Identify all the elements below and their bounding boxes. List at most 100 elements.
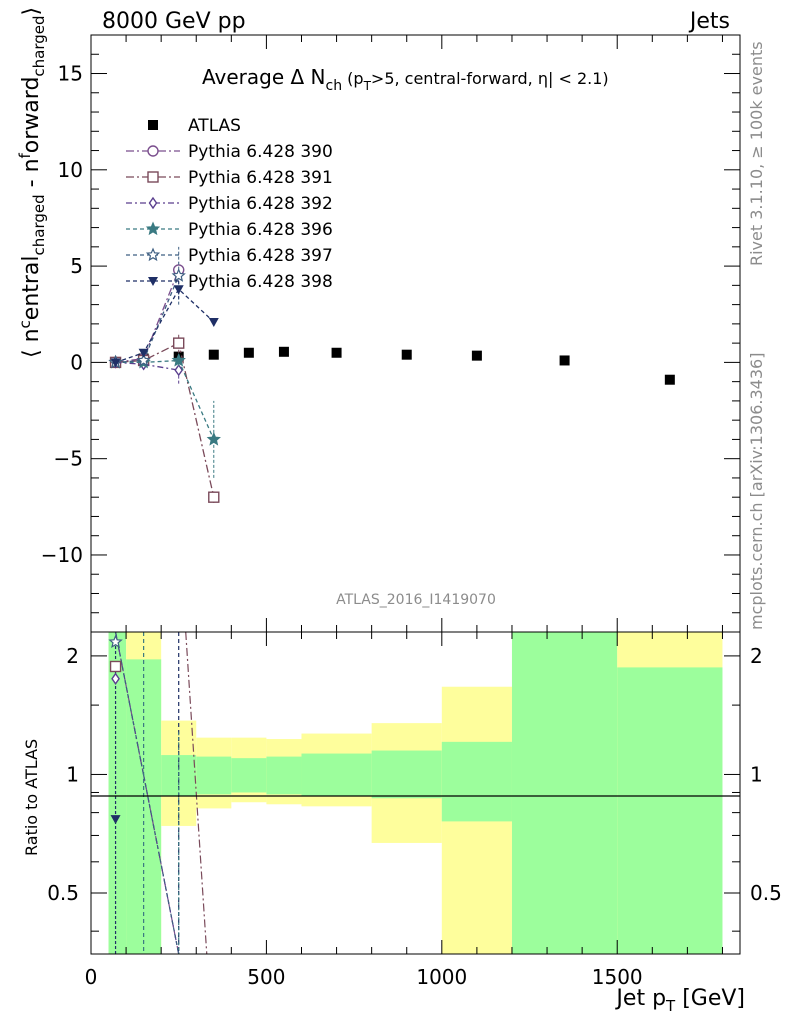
analysis-watermark: ATLAS_2016_I1419070: [336, 592, 496, 608]
main-y-tick-label: −10: [41, 543, 83, 567]
data-point-p391: [208, 491, 220, 503]
ylabel-sub1: charged: [30, 194, 48, 255]
data-point-data: [559, 355, 570, 366]
data-point-data: [278, 346, 289, 357]
data-point-p391: [173, 337, 185, 349]
ratio-line-p391: [185, 631, 208, 955]
main-y-tick-label: 10: [58, 158, 83, 182]
legend-label-p396: Pythia 6.428 396: [188, 220, 333, 240]
data-point-data: [401, 349, 412, 360]
series-line-p398: [115, 288, 215, 364]
ylabel-mid1: entral: [19, 255, 44, 320]
series-line-p390: [115, 269, 180, 364]
ratio-y-tick-label: 2: [66, 644, 79, 668]
xlabel-sub: T: [665, 997, 676, 1015]
ratio-panel: 0 500 1000 1500 0.5 0.5 1 1 2 2: [47, 631, 782, 989]
ratio-y-tick-label-right: 1: [750, 762, 763, 786]
data-point-p397: [136, 352, 151, 367]
x-axis-label: Jet pT [GeV]: [614, 986, 745, 1015]
data-point-data: [208, 349, 219, 360]
ratio-y-axis-label: Ratio to ATLAS: [22, 739, 41, 856]
series-line-p391: [115, 342, 215, 498]
ratio-y-tick-label: 1: [66, 762, 79, 786]
ylabel-open: ⟨ n: [19, 328, 44, 358]
ratio-uncertainty-bands: [108, 632, 723, 954]
data-point-p397: [171, 268, 186, 282]
data-point-p396: [206, 431, 221, 446]
green-band: [617, 667, 723, 954]
x-tick-label: 500: [247, 965, 285, 989]
ylabel-sup2: f: [16, 152, 34, 158]
ratio-point-p397: [108, 634, 123, 649]
title-sub: ch: [326, 78, 343, 94]
legend-marker-p396: [145, 221, 161, 236]
ylabel-sup1: c: [16, 320, 34, 328]
ratio-panel-frame: [90, 631, 741, 955]
series-p396: [108, 352, 221, 478]
title-part-b: >5, central-forward,: [371, 69, 538, 88]
main-y-tick-label: −5: [54, 447, 83, 471]
rivet-version-label: Rivet 3.1.10, ≥ 100k events: [747, 41, 766, 266]
series-p391: [109, 333, 220, 503]
main-y-tick-label: 5: [70, 254, 83, 278]
x-tick-label: 0: [85, 965, 98, 989]
title-eta: η: [538, 69, 548, 88]
green-band: [441, 741, 512, 822]
ratio-point-p398: [110, 815, 121, 825]
ratio-y-tick-label: 0.5: [47, 881, 79, 905]
ratio-mc-lines: [114, 631, 208, 955]
data-point-data: [331, 347, 342, 358]
ylabel-mid3: orward: [19, 77, 44, 154]
ratio-point-p391: [109, 660, 122, 673]
legend-label-p392: Pythia 6.428 392: [188, 194, 333, 214]
title-part-a: (p: [342, 69, 363, 88]
legend-label-p391: Pythia 6.428 391: [188, 168, 333, 188]
legend-marker-p398: [148, 277, 158, 286]
data-point-data: [243, 347, 254, 358]
series-line-p396: [115, 359, 215, 440]
data-point-p398: [208, 317, 219, 327]
xlabel-unit: [GeV]: [675, 986, 745, 1011]
data-point-data: [471, 350, 482, 361]
mcplots-reference-label: mcplots.cern.ch [arXiv:1306.3436]: [747, 353, 766, 630]
green-band: [196, 756, 232, 795]
data-point-p398: [138, 348, 149, 358]
legend: ATLAS Pythia 6.428 390 Pythia 6.428 391 Pyt…: [126, 116, 333, 292]
series-p398: [110, 279, 219, 368]
title-prefix: Average Δ N: [202, 65, 326, 89]
xlabel-main: Jet p: [614, 986, 666, 1011]
ylabel-mid2: - n: [19, 158, 44, 194]
ratio-line-p397: [114, 631, 180, 955]
series-data: [110, 346, 675, 385]
green-band: [371, 750, 442, 799]
ylabel-sub2: charged: [30, 15, 48, 76]
main-y-tick-label: 0: [70, 350, 83, 374]
x-tick-label: 1000: [416, 965, 467, 989]
data-point-p392: [174, 363, 184, 377]
main-y-tick-label: 15: [58, 62, 83, 86]
data-point-p396: [171, 352, 186, 367]
main-y-axis-label: ⟨ ncentralcharged - nforwardcharged⟩: [16, 7, 48, 358]
green-band: [511, 632, 618, 954]
ratio-point-p392: [111, 672, 120, 685]
legend-label-data: ATLAS: [188, 116, 241, 136]
green-band: [266, 756, 302, 795]
green-band: [126, 659, 162, 954]
main-title: Average Δ Nch (pT>5, central-forward, η|…: [202, 65, 609, 94]
main-series-group: [108, 246, 675, 503]
header-process: 8000 GeV pp: [102, 9, 246, 34]
ratio-axis-ticks: 0 500 1000 1500 0.5 0.5 1 1 2 2: [47, 632, 782, 989]
legend-label-p398: Pythia 6.428 398: [188, 272, 333, 292]
ylabel-close: ⟩: [19, 7, 44, 16]
legend-marker-p397: [145, 247, 161, 262]
legend-marker-p390: [147, 145, 159, 157]
legend-marker-p392: [148, 196, 158, 210]
legend-label-p397: Pythia 6.428 397: [188, 246, 333, 266]
ratio-y-tick-label-right: 0.5: [750, 881, 782, 905]
data-point-p398: [110, 358, 121, 368]
legend-marker-data: [148, 120, 158, 130]
title-part-sub: T: [363, 79, 372, 93]
x-tick-label: 1500: [592, 965, 643, 989]
legend-label-p390: Pythia 6.428 390: [188, 142, 333, 162]
header-observable: Jets: [688, 9, 730, 34]
